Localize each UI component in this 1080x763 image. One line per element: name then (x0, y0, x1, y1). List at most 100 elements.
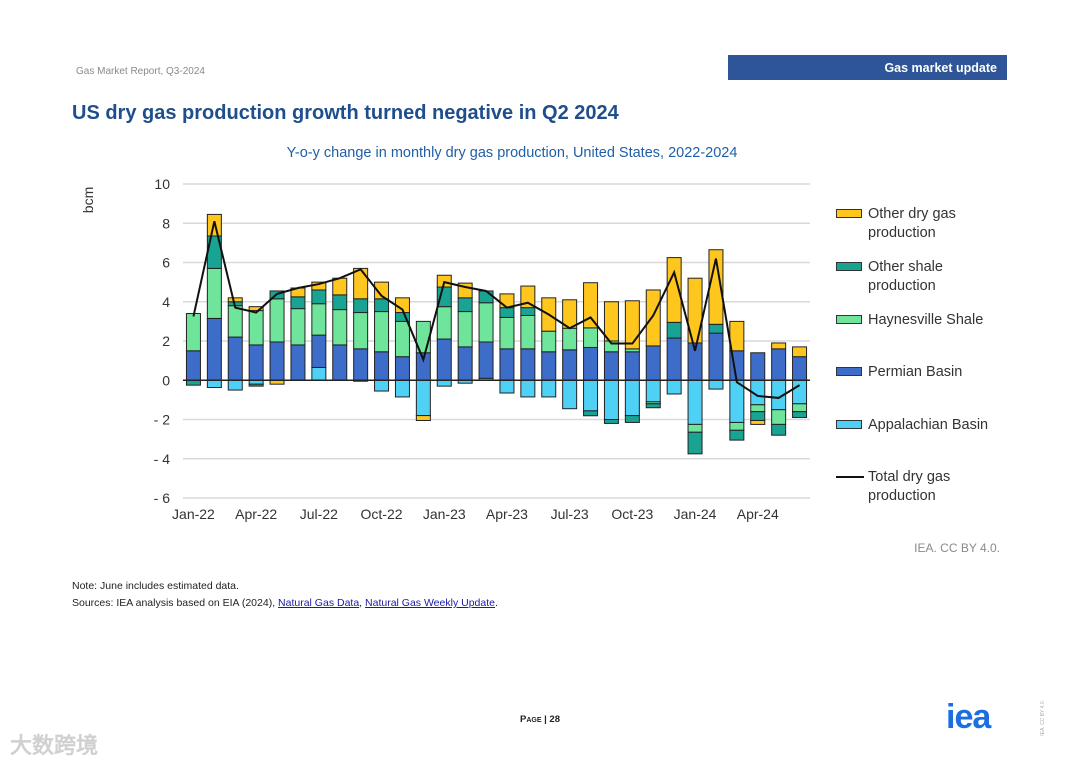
x-tick-label: Jul-23 (551, 506, 589, 522)
bar-haynesville-shale-jul-22 (311, 303, 327, 336)
bar-appalachian-basin-jul-22 (311, 366, 327, 381)
bar-other-dry-gas-production-mar-24 (729, 320, 745, 352)
bar-other-shale-production-oct-23 (624, 415, 640, 423)
bar-other-dry-gas-production-aug-23 (583, 282, 599, 329)
x-tick-label: Oct-23 (611, 506, 653, 522)
bar-haynesville-shale-oct-22 (374, 311, 390, 353)
bar-other-dry-gas-production-nov-23 (645, 289, 661, 347)
x-tick-label: Jul-22 (300, 506, 338, 522)
legend-color-swatch (836, 367, 862, 376)
bar-haynesville-shale-apr-24 (750, 404, 766, 413)
bar-permian-basin-jun-23 (541, 351, 557, 381)
total-dry-gas-line (192, 221, 801, 399)
bar-haynesville-shale-feb-23 (457, 311, 473, 348)
x-tick-label: Apr-24 (737, 506, 779, 522)
bar-other-dry-gas-production-sep-23 (603, 301, 619, 342)
legend-label: Haynesville Shale (868, 312, 984, 328)
bar-haynesville-shale-may-22 (269, 298, 285, 343)
bar-permian-basin-nov-23 (645, 345, 661, 381)
bar-appalachian-basin-feb-24 (708, 379, 724, 390)
note: Note: June includes estimated data. (72, 580, 239, 592)
bar-haynesville-shale-feb-22 (206, 267, 222, 319)
sources: Sources: IEA analysis based on EIA (2024… (72, 597, 498, 609)
bar-other-shale-production-mar-24 (729, 429, 745, 441)
bar-haynesville-shale-may-23 (520, 314, 536, 350)
bar-permian-basin-jan-23 (436, 338, 452, 381)
x-tick-label: Jan-24 (674, 506, 717, 522)
bar-other-shale-production-may-24 (771, 423, 787, 436)
legend-color-swatch (836, 262, 862, 271)
bar-other-shale-production-feb-24 (708, 323, 724, 334)
bar-haynesville-shale-mar-22 (227, 305, 243, 338)
bar-other-shale-production-jun-24 (792, 411, 808, 419)
bar-other-shale-production-apr-24 (750, 411, 766, 421)
legend-label: Other shale production (868, 259, 943, 294)
bar-haynesville-shale-jun-24 (792, 403, 808, 413)
bar-haynesville-shale-nov-22 (394, 320, 410, 358)
bar-haynesville-shale-may-24 (771, 409, 787, 425)
bar-appalachian-basin-jun-23 (541, 379, 557, 398)
bar-permian-basin-oct-22 (374, 351, 390, 381)
bar-appalachian-basin-aug-23 (583, 379, 599, 412)
y-tick-label: - 4 (154, 451, 171, 467)
bar-permian-basin-dec-23 (666, 337, 682, 381)
bar-other-dry-gas-production-sep-22 (353, 267, 369, 300)
sources-sep: , (359, 597, 366, 609)
y-tick-label: - 2 (154, 412, 171, 428)
bar-appalachian-basin-jan-24 (687, 379, 703, 425)
link-natural-gas-weekly-update[interactable]: Natural Gas Weekly Update (365, 597, 495, 609)
license-tiny: IEA. CC BY 4.0. (1040, 700, 1046, 736)
bar-appalachian-basin-apr-23 (499, 379, 515, 394)
y-tick-label: 10 (154, 176, 170, 192)
bar-permian-basin-feb-24 (708, 332, 724, 381)
x-tick-label: Oct-22 (361, 506, 403, 522)
bar-haynesville-shale-jan-23 (436, 306, 452, 340)
legend-line-swatch (836, 476, 864, 478)
bar-other-shale-production-sep-23 (603, 419, 619, 424)
bar-other-shale-production-dec-23 (666, 321, 682, 339)
bar-other-dry-gas-production-mar-22 (227, 297, 243, 303)
bar-permian-basin-jan-22 (185, 350, 201, 381)
y-tick-label: 8 (162, 215, 170, 231)
bar-haynesville-shale-sep-22 (353, 312, 369, 350)
bar-other-shale-production-apr-23 (499, 307, 515, 318)
link-natural-gas-data[interactable]: Natural Gas Data (278, 597, 360, 609)
bar-other-shale-production-may-23 (520, 307, 536, 316)
bar-appalachian-basin-dec-23 (666, 379, 682, 395)
bar-haynesville-shale-aug-23 (583, 327, 599, 348)
bar-permian-basin-jul-23 (562, 349, 578, 381)
bar-permian-basin-feb-22 (206, 317, 222, 381)
legend-item: Permian Basin (836, 363, 1016, 403)
bar-other-dry-gas-production-jun-24 (792, 346, 808, 358)
bar-appalachian-basin-jul-23 (562, 379, 578, 410)
iea-logo: iea (946, 698, 991, 736)
bar-permian-basin-jul-22 (311, 334, 327, 368)
bar-haynesville-shale-jun-23 (541, 330, 557, 353)
legend-color-swatch (836, 209, 862, 218)
bar-other-shale-production-feb-23 (457, 297, 473, 313)
bar-permian-basin-may-24 (771, 348, 787, 381)
bar-haynesville-shale-apr-22 (248, 310, 264, 346)
sources-suffix: . (494, 597, 498, 609)
legend-item: Total dry gas production (836, 468, 1016, 508)
bar-appalachian-basin-oct-23 (624, 379, 640, 417)
bar-haynesville-shale-mar-23 (478, 302, 494, 343)
bar-permian-basin-apr-24 (750, 352, 766, 381)
bar-other-dry-gas-production-may-24 (771, 342, 787, 350)
legend-label: Permian Basin (868, 364, 963, 380)
bar-other-dry-gas-production-oct-22 (374, 281, 390, 300)
y-tick-label: 6 (162, 255, 170, 271)
legend-label: Total dry gas production (868, 469, 951, 504)
bar-haynesville-shale-apr-23 (499, 316, 515, 350)
bar-permian-basin-apr-22 (248, 344, 264, 381)
bar-permian-basin-feb-23 (457, 346, 473, 381)
bar-permian-basin-mar-22 (227, 336, 243, 381)
bar-appalachian-basin-nov-22 (394, 379, 410, 398)
bar-haynesville-shale-jan-24 (687, 423, 703, 433)
bar-permian-basin-jun-22 (290, 344, 306, 381)
legend-item: Appalachian Basin (836, 416, 1016, 456)
legend-item: Haynesville Shale (836, 311, 1016, 351)
bar-other-shale-production-jun-22 (290, 296, 306, 310)
x-tick-label: Apr-22 (235, 506, 277, 522)
